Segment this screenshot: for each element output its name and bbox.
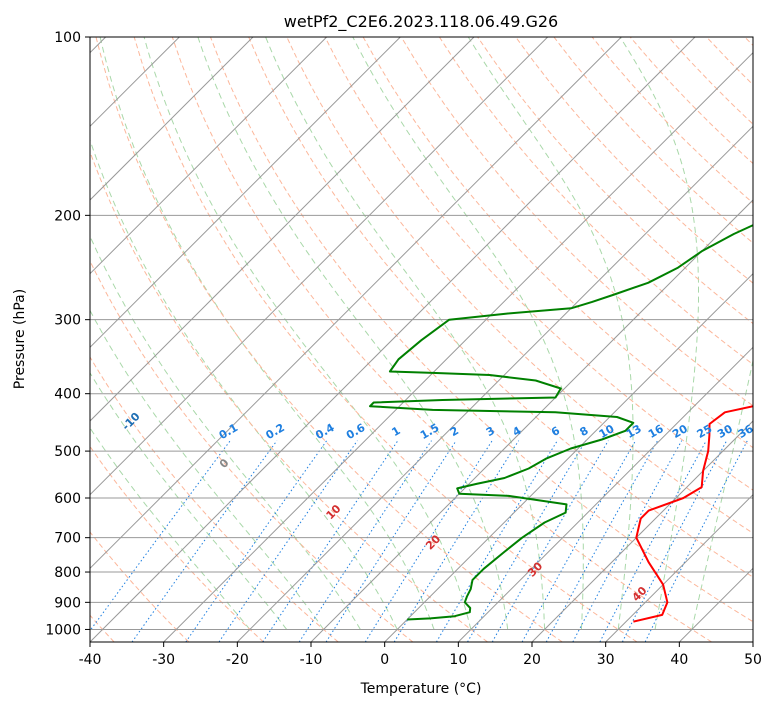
mixing-ratio-line [467, 440, 587, 642]
y-tick-label: 300 [54, 313, 81, 329]
isotherms [90, 37, 753, 642]
x-axis-title: Temperature (°C) [360, 681, 482, 697]
isotherm-line [605, 493, 753, 642]
mixing-ratio-label: 36 [736, 422, 756, 441]
dry-adiabat-line [210, 37, 753, 623]
dry-adiabat-line [90, 356, 339, 642]
dry-adiabat-line [133, 37, 638, 642]
isobars [90, 37, 753, 630]
mixing-ratio-line [644, 440, 748, 642]
mixing-ratio-line [325, 440, 457, 642]
mixing-ratio-line [131, 440, 278, 642]
mixing-ratio-line [572, 440, 683, 642]
dry-adiabat-line [515, 37, 753, 284]
isotherm-line [90, 37, 254, 201]
y-tick-label: 500 [54, 444, 81, 460]
y-axis-title: Pressure (hPa) [12, 289, 28, 389]
y-tick-label: 800 [54, 565, 81, 581]
moist-adiabat-line [90, 371, 288, 630]
isotherm-line [90, 37, 622, 570]
moist-adiabat-line [265, 37, 546, 630]
temperature-profile-line [633, 405, 753, 623]
moist-adiabat-line [691, 358, 753, 630]
mixing-ratio-line [262, 440, 399, 642]
mixing-ratio-line [364, 440, 493, 642]
isotherm-line [531, 420, 753, 642]
x-axis: -40 -30 -20 -10 0 10 20 30 40 50 [79, 642, 762, 668]
dry-adiabat-line [171, 37, 712, 642]
dry-adiabat-line [248, 37, 753, 578]
isotherm-line [163, 51, 753, 642]
moist-adiabat-line [197, 37, 509, 630]
y-tick-label: 400 [54, 387, 81, 403]
dry-adiabat-line [400, 37, 753, 407]
isotherm-line [384, 272, 753, 642]
x-tick-label: 50 [744, 652, 762, 668]
mixing-ratio-line [521, 440, 637, 642]
x-tick-label: 0 [380, 652, 389, 668]
y-tick-label: 700 [54, 531, 81, 547]
isotherm-line [310, 199, 753, 642]
mixing-ratio-line [545, 440, 659, 642]
dry-adiabat-line [90, 150, 488, 642]
y-tick-label: 900 [54, 595, 81, 611]
x-tick-label: 40 [670, 652, 688, 668]
moist-adiabat-line [90, 235, 361, 630]
isotherm-line [457, 346, 753, 642]
y-tick-label: 1000 [45, 622, 81, 638]
plot-area: 0.10.20.40.611.52346810131620253036-100-… [90, 37, 756, 642]
chart-title: wetPf2_C2E6.2023.118.06.49.G26 [284, 12, 558, 32]
moist-adiabat-line [352, 37, 584, 630]
dry-adiabat-line [90, 531, 190, 642]
mixing-ratio-line [298, 440, 432, 642]
profiles [369, 224, 753, 623]
moist-adiabat-line [90, 427, 251, 630]
y-axis: 100 200 300 400 500 600 700 800 900 1000 [45, 30, 90, 638]
moist-adiabats [90, 37, 753, 630]
x-tick-label: 20 [523, 652, 541, 668]
moist-adiabat-line [467, 37, 634, 630]
isotherm-line [236, 125, 753, 642]
x-tick-label: -30 [152, 652, 175, 668]
dry-adiabat-line [95, 37, 563, 642]
x-tick-label: 30 [597, 652, 615, 668]
dry-adiabat-line [324, 37, 753, 491]
isotherm-line [90, 37, 328, 275]
moist-adiabat-line [99, 37, 435, 630]
dry-adiabat-line [90, 445, 264, 642]
y-tick-label: 600 [54, 491, 81, 507]
isotherm-line [90, 37, 696, 642]
y-tick-label: 100 [54, 30, 81, 46]
x-tick-label: 10 [449, 652, 467, 668]
plot-frame [89, 36, 754, 643]
y-tick-label: 200 [54, 208, 81, 224]
mixing-ratio-line [491, 440, 609, 642]
mixing-ratio-line [90, 440, 231, 632]
moist-adiabat-line [619, 37, 699, 630]
isotherm-line [90, 37, 401, 349]
isotherm-line [90, 37, 475, 422]
mixing-ratio-line [185, 440, 328, 642]
x-tick-label: -10 [300, 652, 323, 668]
moist-adiabat-line [143, 37, 472, 630]
dewpoint-profile-line [369, 224, 753, 621]
x-tick-label: -20 [226, 652, 249, 668]
moist-adiabat-line [90, 138, 398, 630]
moist-adiabat-line [90, 309, 324, 630]
isotherm-line [90, 37, 549, 496]
x-tick-label: -40 [79, 652, 102, 668]
